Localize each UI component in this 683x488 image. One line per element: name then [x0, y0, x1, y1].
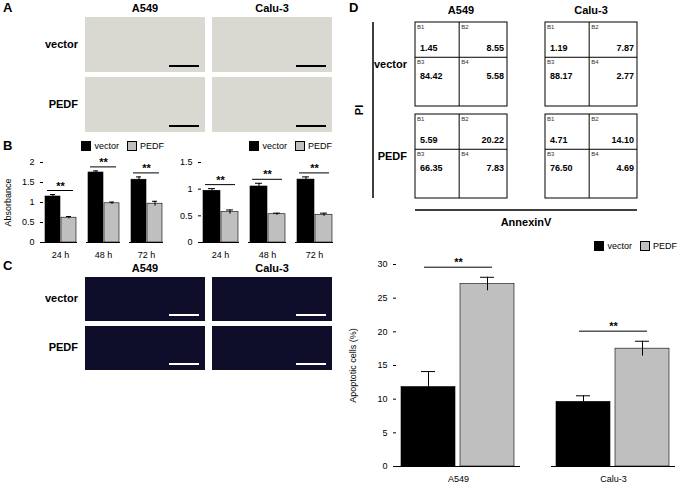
html-text:PEDF: PEDF — [308, 141, 332, 151]
svg-text:88.17: 88.17 — [550, 71, 573, 81]
svg-text:B1: B1 — [547, 24, 555, 30]
svg-text:B4: B4 — [461, 59, 469, 65]
svg-text:5: 5 — [382, 428, 387, 438]
html-text:vector: vector — [45, 37, 78, 50]
html-text:C: C — [3, 258, 13, 273]
svg-text:20.22: 20.22 — [481, 135, 504, 145]
svg-text:B2: B2 — [461, 116, 469, 122]
svg-text:0.5: 0.5 — [22, 217, 35, 227]
svg-text:7.83: 7.83 — [486, 163, 504, 173]
html-text:PEDF: PEDF — [48, 97, 78, 110]
svg-text:1: 1 — [29, 197, 34, 207]
svg-text:10: 10 — [377, 394, 387, 404]
html-text:Calu-3: Calu-3 — [255, 262, 289, 274]
svg-text:72 h: 72 h — [306, 250, 324, 260]
html-text:A549: A549 — [131, 2, 159, 14]
svg-text:2.77: 2.77 — [616, 71, 634, 81]
svg-text:AnnexinV: AnnexinV — [501, 216, 552, 228]
html-text:vector: vector — [94, 141, 119, 151]
svg-text:Absorbance: Absorbance — [3, 178, 13, 226]
html-text:vector: vector — [45, 292, 78, 304]
svg-text:4.69: 4.69 — [616, 163, 634, 173]
html-text:PEDF: PEDF — [140, 141, 164, 151]
html-text:B: B — [3, 138, 13, 153]
svg-text:15: 15 — [377, 360, 387, 370]
svg-text:B4: B4 — [591, 59, 599, 65]
html-text:A549: A549 — [131, 262, 159, 274]
svg-text:B4: B4 — [591, 151, 599, 157]
svg-text:**: ** — [216, 174, 225, 186]
svg-text:24 h: 24 h — [52, 250, 70, 260]
svg-text:48 h: 48 h — [95, 250, 113, 260]
svg-text:**: ** — [56, 180, 65, 192]
svg-text:**: ** — [609, 320, 618, 332]
svg-text:B4: B4 — [461, 151, 469, 157]
svg-text:B2: B2 — [461, 24, 469, 30]
svg-text:**: ** — [310, 162, 319, 174]
svg-text:30: 30 — [377, 259, 387, 269]
html-text:PEDF: PEDF — [48, 341, 78, 353]
svg-text:66.35: 66.35 — [420, 163, 443, 173]
svg-text:24 h: 24 h — [212, 250, 230, 260]
svg-text:48 h: 48 h — [259, 250, 277, 260]
svg-text:76.50: 76.50 — [550, 163, 573, 173]
svg-text:**: ** — [263, 168, 272, 180]
svg-text:1.5: 1.5 — [180, 157, 193, 167]
svg-text:8.55: 8.55 — [486, 43, 504, 53]
svg-text:B1: B1 — [417, 116, 425, 122]
svg-text:B3: B3 — [417, 59, 425, 65]
svg-text:1.45: 1.45 — [420, 43, 438, 53]
html-text:A: A — [3, 0, 13, 15]
html-text:vector: vector — [262, 141, 287, 151]
svg-text:72 h: 72 h — [138, 250, 156, 260]
svg-text:B1: B1 — [417, 24, 425, 30]
html-text:PEDF: PEDF — [653, 241, 677, 251]
svg-text:Apoptotic cells (%): Apoptotic cells (%) — [348, 328, 358, 403]
svg-text:A549: A549 — [448, 474, 469, 484]
svg-text:Calu-3: Calu-3 — [574, 4, 608, 16]
svg-text:B2: B2 — [591, 24, 599, 30]
svg-text:7.87: 7.87 — [616, 43, 634, 53]
svg-text:**: ** — [142, 162, 151, 174]
svg-text:5.59: 5.59 — [420, 135, 438, 145]
svg-text:B2: B2 — [591, 116, 599, 122]
svg-text:20: 20 — [377, 327, 387, 337]
svg-text:PEDF: PEDF — [378, 150, 408, 162]
svg-text:84.42: 84.42 — [420, 71, 443, 81]
svg-text:0: 0 — [382, 461, 387, 471]
svg-text:A549: A549 — [448, 4, 474, 16]
svg-text:2: 2 — [29, 157, 34, 167]
svg-text:B3: B3 — [417, 151, 425, 157]
svg-text:PI: PI — [353, 105, 365, 115]
svg-text:14.10: 14.10 — [611, 135, 634, 145]
svg-text:**: ** — [99, 156, 108, 168]
svg-text:B3: B3 — [547, 151, 555, 157]
svg-text:B3: B3 — [547, 59, 555, 65]
svg-text:1.5: 1.5 — [22, 177, 35, 187]
svg-text:25: 25 — [377, 293, 387, 303]
svg-text:0: 0 — [187, 237, 192, 247]
svg-text:vector: vector — [374, 58, 408, 70]
html-text:vector: vector — [607, 241, 632, 251]
svg-text:0: 0 — [29, 237, 34, 247]
svg-text:B1: B1 — [547, 116, 555, 122]
svg-text:4.71: 4.71 — [550, 135, 568, 145]
html-text:Calu-3: Calu-3 — [255, 2, 289, 14]
svg-text:5.58: 5.58 — [486, 71, 504, 81]
html-text:D: D — [349, 0, 359, 15]
svg-text:Calu-3: Calu-3 — [600, 474, 627, 484]
svg-text:1.19: 1.19 — [550, 43, 568, 53]
svg-text:0.5: 0.5 — [180, 211, 193, 221]
svg-text:1: 1 — [187, 184, 192, 194]
svg-text:**: ** — [454, 256, 463, 268]
